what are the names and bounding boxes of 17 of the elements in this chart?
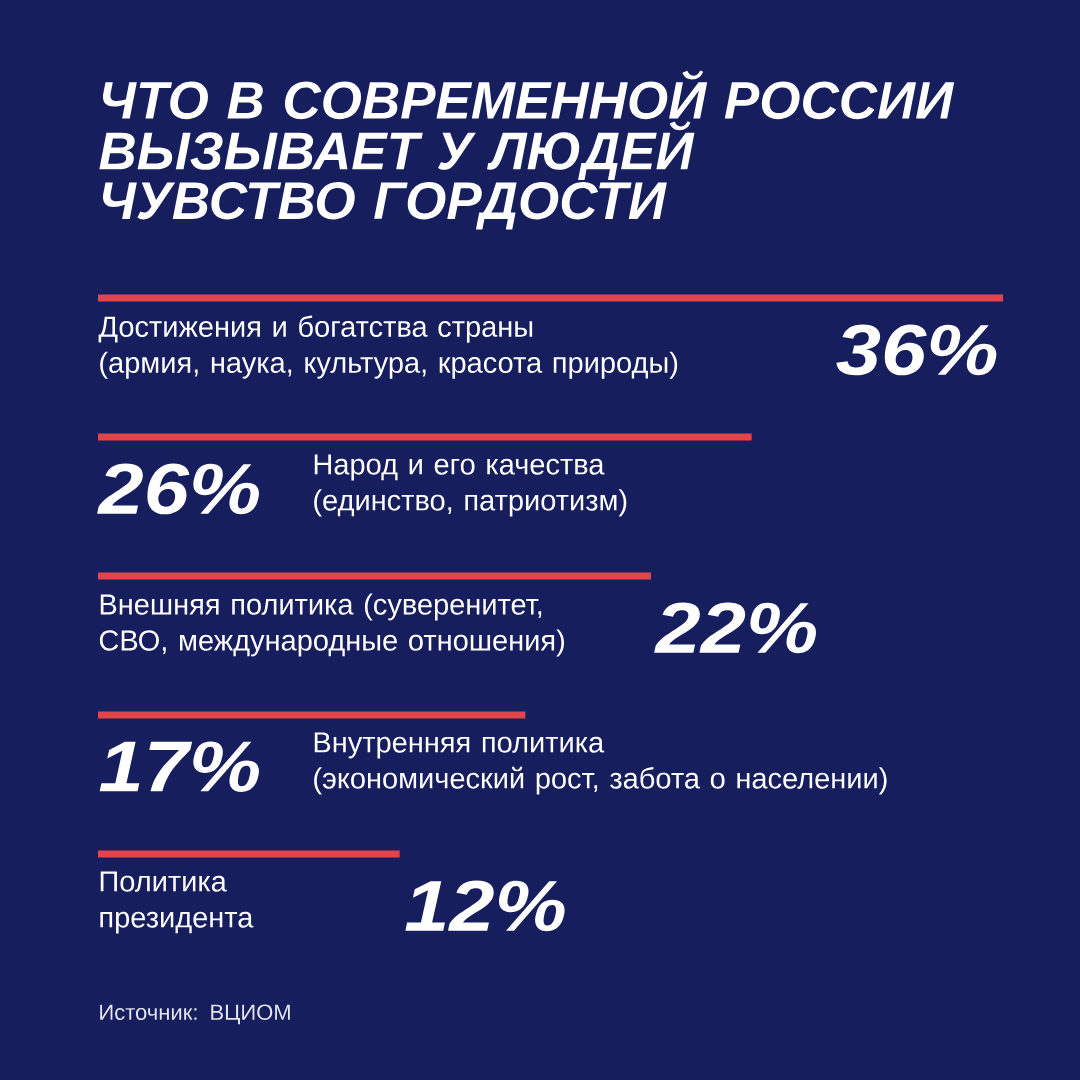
data-label: 12% — [405, 880, 565, 932]
text: Источник: ВЦИОМ — [100, 1004, 290, 1025]
y-tick-label: Народ и его качества (единство, патриотизм) — [314, 454, 627, 517]
data-label: 36% — [836, 324, 997, 376]
bar — [98, 711, 526, 719]
data-label: 17% — [99, 741, 259, 792]
bar — [98, 572, 652, 580]
y-tick-label: Политика президента — [100, 871, 254, 934]
data-label: 22% — [654, 602, 817, 654]
data-label: 26% — [97, 463, 259, 515]
bar — [98, 433, 752, 441]
y-tick-label: Внешняя политика (суверенитет, СВО, международные отношения) — [99, 593, 564, 657]
bar — [98, 294, 1004, 302]
bar — [98, 850, 400, 858]
chart-title: ЧТО В СОВРЕМЕННОЙ РОССИИ ВЫЗЫВАЕТ У ЛЮДЕЙ ЧУВСТВО ГОРДОСТИ — [99, 70, 955, 230]
y-tick-label: Внутренняя политика (экономический рост, забота о населении) — [314, 732, 887, 795]
y-tick-label: Достижения и богатства страны (армия, наука, культура, красота природы) — [98, 315, 678, 379]
